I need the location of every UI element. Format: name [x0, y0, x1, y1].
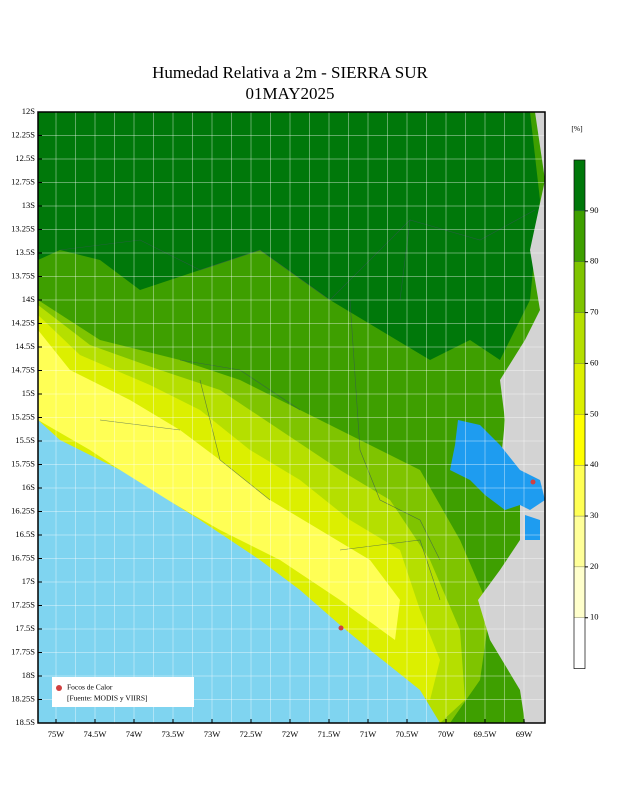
legend-box: [52, 677, 194, 707]
latitude-label: 16.75S: [11, 552, 35, 562]
map: Focos de Calor [Fuente: MODIS y VIIRS]: [37, 111, 546, 724]
latitude-label: 13S: [22, 200, 36, 210]
colorbar-bin: [573, 210, 586, 262]
longitude-label: 72.5W: [240, 729, 263, 739]
latitude-label: 12.75S: [11, 176, 35, 186]
boundaries: [59, 209, 536, 601]
colorbar-unit: [%]: [571, 124, 582, 133]
latitude-label: 18S: [22, 670, 36, 680]
colorbar-tick-label: 30: [590, 510, 599, 520]
legend-source: [Fuente: MODIS y VIIRS]: [67, 694, 148, 703]
latitude-label: 17.25S: [11, 599, 35, 609]
longitude-label: 71W: [360, 729, 377, 739]
longitude-label: 70W: [438, 729, 455, 739]
colorbar-bin: [573, 159, 586, 212]
colorbar-tick-label: 90: [590, 205, 599, 215]
title: Humedad Relativa a 2m - SIERRA SUR: [152, 63, 428, 82]
colorbar-tick-label: 60: [590, 357, 599, 367]
colorbar-tick-label: 40: [590, 459, 599, 469]
latitude-label: 13.75S: [11, 270, 35, 280]
latitude-label: 14S: [22, 294, 36, 304]
latitude-label: 14.75S: [11, 364, 35, 374]
longitude-label: 69W: [516, 729, 533, 739]
latitude-label: 12S: [22, 106, 36, 116]
latitude-label: 13.25S: [11, 223, 35, 233]
longitude-label: 73W: [204, 729, 221, 739]
latitude-label: 17.75S: [11, 646, 35, 656]
latitude-label: 12.5S: [15, 153, 35, 163]
longitude-label: 73.5W: [162, 729, 185, 739]
latitude-label: 16S: [22, 482, 36, 492]
colorbar-tick-label: 70: [590, 307, 599, 317]
colorbar: 10 20 30 40 50 60 70 80 90: [573, 159, 599, 669]
latitude-label: 16.25S: [11, 505, 35, 515]
latitude-label: 15.5S: [15, 435, 35, 445]
humid-area: [38, 112, 540, 360]
date: 01MAY2025: [245, 84, 334, 103]
latitude-label: 17S: [22, 576, 36, 586]
latitude-label: 14.25S: [11, 317, 35, 327]
lake-titicaca: [450, 420, 545, 540]
longitude-label: 75W: [48, 729, 65, 739]
latitude-label: 14.5S: [15, 341, 35, 351]
legend-symbol: [56, 685, 62, 691]
colorbar-tick-label: 20: [590, 561, 599, 571]
latitude-label: 15.75S: [11, 458, 35, 468]
colorbar-tick-label: 50: [590, 408, 599, 418]
latitude-label: 15S: [22, 388, 36, 398]
latitude-label: 12.25S: [11, 129, 35, 139]
colorbar-bin: [573, 312, 586, 364]
latitude-label: 16.5S: [15, 529, 35, 539]
colorbar-bin: [573, 465, 586, 517]
fire-point: [530, 479, 536, 485]
latitude-label: 18.25S: [11, 693, 35, 703]
legend-label: Focos de Calor: [67, 683, 113, 692]
colorbar-bin: [573, 566, 586, 618]
colorbar-bin: [573, 363, 586, 415]
colorbar-bin: [573, 261, 586, 313]
colorbar-tick-label: 10: [590, 612, 599, 622]
fire-point: [338, 625, 344, 631]
colorbar-bin: [573, 414, 586, 466]
latitude-label: 17.5S: [15, 623, 35, 633]
longitude-label: 72W: [282, 729, 299, 739]
longitude-label: 74W: [126, 729, 143, 739]
longitude-label: 71.5W: [318, 729, 341, 739]
longitude-label: 70.5W: [396, 729, 419, 739]
ocean: [38, 420, 440, 723]
colorbar-bin: [573, 617, 586, 669]
colorbar-tick-label: 80: [590, 256, 599, 266]
longitude-label: 69.5W: [474, 729, 497, 739]
latitude-label: 13.5S: [15, 247, 35, 257]
longitude-label: 74.5W: [84, 729, 107, 739]
latitude-label: 18.5S: [15, 717, 35, 727]
latitude-label: 15.25S: [11, 411, 35, 421]
colorbar-bin: [573, 515, 586, 568]
